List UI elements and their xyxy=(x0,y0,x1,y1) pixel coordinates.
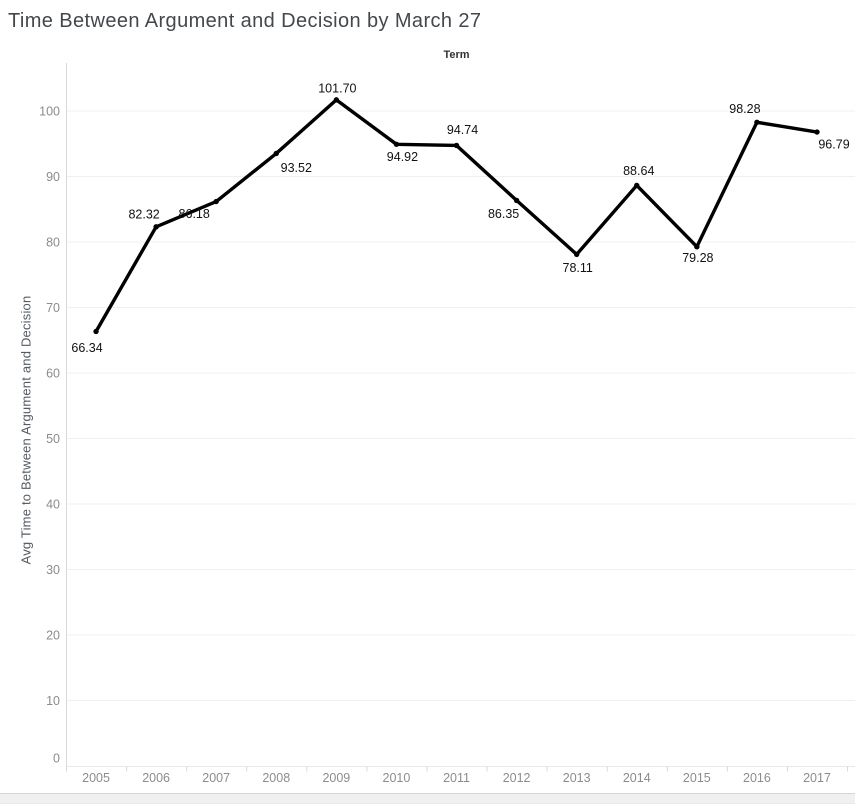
x-tick-label: 2015 xyxy=(683,771,711,785)
data-point-label: 86.18 xyxy=(179,207,210,221)
chart-title: Time Between Argument and Decision by Ma… xyxy=(8,10,482,32)
x-tick-label: 2010 xyxy=(383,771,411,785)
data-point[interactable] xyxy=(513,197,520,204)
y-tick-label: 90 xyxy=(46,170,60,184)
data-point[interactable] xyxy=(573,251,580,258)
data-point[interactable] xyxy=(93,328,99,335)
column-field-label: Term xyxy=(443,49,470,61)
y-tick-label: 10 xyxy=(46,694,60,708)
y-tick-label: 0 xyxy=(53,752,60,766)
data-point[interactable] xyxy=(814,129,820,135)
data-point-label: 94.92 xyxy=(387,150,418,164)
data-point-label: 79.28 xyxy=(682,251,713,265)
data-point[interactable] xyxy=(213,198,219,205)
y-tick-label: 60 xyxy=(46,367,60,381)
data-point[interactable] xyxy=(754,119,760,125)
x-tick-label: 2006 xyxy=(142,771,170,785)
data-point[interactable] xyxy=(453,142,460,149)
y-tick-label: 40 xyxy=(46,498,60,512)
data-point-label: 94.74 xyxy=(447,123,478,137)
horizontal-scrollbar[interactable] xyxy=(0,793,855,804)
data-point[interactable] xyxy=(393,141,400,147)
x-tick-label: 2017 xyxy=(803,771,831,785)
y-tick-label: 50 xyxy=(46,432,60,446)
data-point-label: 88.64 xyxy=(623,164,654,178)
x-tick-label: 2009 xyxy=(322,771,350,785)
data-point[interactable] xyxy=(333,97,340,103)
y-tick-label: 30 xyxy=(46,563,60,577)
x-tick-label: 2011 xyxy=(443,771,470,785)
data-point[interactable] xyxy=(273,150,279,157)
data-point-label: 96.79 xyxy=(818,138,849,152)
y-tick-label: 20 xyxy=(46,629,60,643)
data-point-label: 101.70 xyxy=(318,81,356,95)
x-tick-label: 2005 xyxy=(82,771,110,785)
x-tick-label: 2007 xyxy=(202,771,230,785)
x-tick-label: 2012 xyxy=(503,771,531,785)
y-tick-label: 80 xyxy=(46,236,60,250)
data-point-label: 78.11 xyxy=(563,261,593,275)
data-point-label: 93.52 xyxy=(281,161,312,175)
x-tick-label: 2008 xyxy=(262,771,290,785)
data-point-label: 66.34 xyxy=(71,341,102,355)
data-point[interactable] xyxy=(153,224,159,230)
y-tick-label: 70 xyxy=(46,301,60,315)
x-tick-label: 2014 xyxy=(623,771,651,785)
data-point[interactable] xyxy=(694,244,700,250)
x-tick-label: 2016 xyxy=(743,771,771,785)
x-tick-label: 2013 xyxy=(563,771,591,785)
data-point-label: 82.32 xyxy=(128,207,159,221)
data-point[interactable] xyxy=(634,182,640,189)
y-tick-label: 100 xyxy=(39,105,60,119)
data-point-label: 98.28 xyxy=(729,102,760,116)
data-point-label: 86.35 xyxy=(488,207,519,221)
